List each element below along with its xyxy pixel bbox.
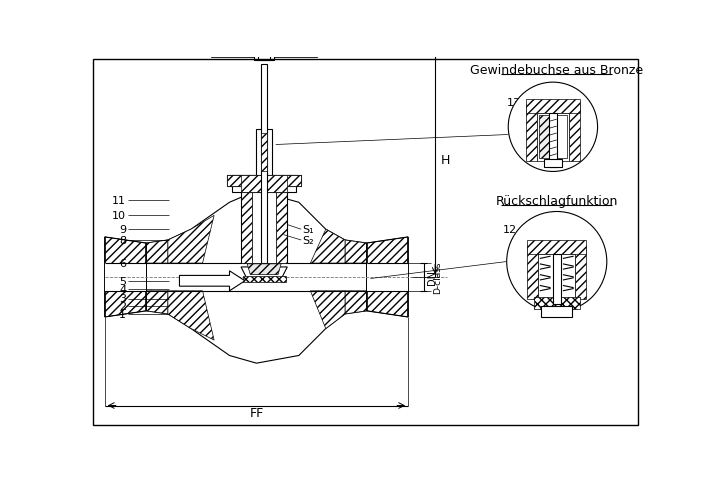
Bar bbox=[261, 133, 267, 172]
Text: 5: 5 bbox=[119, 276, 126, 286]
Bar bbox=[528, 240, 586, 254]
Polygon shape bbox=[345, 291, 366, 314]
Text: H: H bbox=[441, 154, 450, 167]
Polygon shape bbox=[241, 267, 287, 280]
Polygon shape bbox=[168, 291, 214, 340]
Circle shape bbox=[259, 45, 270, 56]
Polygon shape bbox=[168, 216, 214, 264]
Bar bbox=[569, 105, 580, 162]
Circle shape bbox=[507, 212, 607, 312]
Text: 6: 6 bbox=[119, 259, 126, 268]
Circle shape bbox=[508, 83, 597, 172]
Bar bbox=[227, 176, 301, 187]
Bar bbox=[105, 264, 146, 291]
Polygon shape bbox=[105, 238, 146, 317]
Text: FF: FF bbox=[250, 406, 264, 419]
Polygon shape bbox=[146, 291, 168, 314]
Bar bbox=[242, 276, 286, 283]
Polygon shape bbox=[146, 240, 168, 264]
Text: 9: 9 bbox=[119, 225, 126, 235]
Polygon shape bbox=[146, 192, 366, 363]
Text: 3: 3 bbox=[119, 294, 126, 304]
Bar bbox=[252, 193, 277, 264]
Bar bbox=[556, 116, 567, 158]
Text: 4: 4 bbox=[119, 285, 126, 295]
Bar bbox=[366, 264, 408, 291]
Text: 13: 13 bbox=[506, 98, 520, 108]
Text: 2: 2 bbox=[119, 301, 126, 312]
Bar bbox=[538, 254, 575, 299]
Text: S₂: S₂ bbox=[302, 236, 314, 245]
Bar bbox=[241, 176, 287, 193]
Text: S₁: S₁ bbox=[302, 225, 314, 235]
Bar bbox=[526, 100, 580, 114]
Bar bbox=[544, 160, 562, 168]
Polygon shape bbox=[310, 230, 345, 264]
Bar bbox=[533, 297, 580, 310]
Text: 1: 1 bbox=[119, 309, 126, 319]
Text: 11: 11 bbox=[113, 195, 126, 205]
Bar bbox=[258, 41, 270, 60]
Text: DN: DN bbox=[426, 270, 436, 285]
Text: D-class: D-class bbox=[434, 261, 443, 294]
Bar bbox=[257, 130, 272, 176]
Text: Gewindebuchse aus Bronze: Gewindebuchse aus Bronze bbox=[470, 64, 643, 77]
Bar bbox=[241, 193, 252, 264]
Bar bbox=[254, 41, 275, 60]
Text: 10: 10 bbox=[113, 211, 126, 221]
Bar bbox=[528, 245, 538, 299]
Polygon shape bbox=[345, 240, 366, 264]
Bar bbox=[212, 44, 317, 58]
Bar bbox=[232, 176, 297, 193]
Bar bbox=[227, 176, 301, 187]
Bar bbox=[526, 105, 537, 162]
Text: 8: 8 bbox=[119, 236, 126, 245]
Bar bbox=[539, 116, 550, 158]
Bar bbox=[261, 64, 267, 264]
Bar bbox=[549, 114, 557, 168]
Polygon shape bbox=[366, 238, 408, 317]
Polygon shape bbox=[247, 264, 281, 275]
Bar bbox=[537, 114, 569, 162]
Polygon shape bbox=[310, 291, 345, 329]
Bar bbox=[541, 307, 572, 317]
Polygon shape bbox=[180, 271, 245, 291]
Text: Rückschlagfunktion: Rückschlagfunktion bbox=[496, 195, 618, 208]
Bar bbox=[553, 254, 560, 304]
Bar bbox=[277, 193, 287, 264]
Bar bbox=[575, 245, 586, 299]
Text: 12: 12 bbox=[503, 225, 517, 235]
